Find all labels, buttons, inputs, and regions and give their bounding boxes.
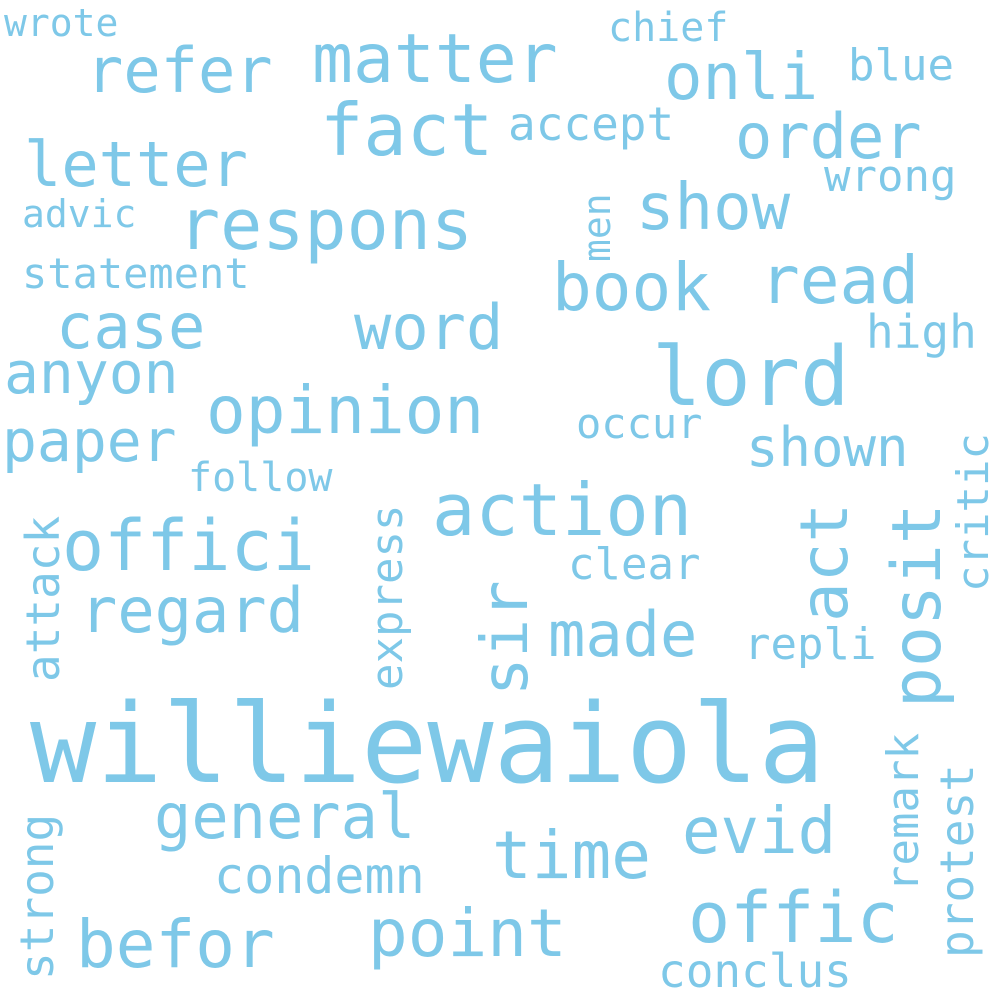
word-strong: strong: [10, 813, 64, 980]
word-remark: remark: [878, 733, 929, 892]
word-point: point: [368, 895, 567, 972]
word-occur: occur: [576, 399, 703, 448]
word-high: high: [866, 305, 977, 359]
word-word: word: [354, 291, 504, 364]
word-sir: sir: [469, 580, 543, 696]
word-case: case: [56, 290, 206, 363]
word-act: act: [786, 502, 863, 622]
word-express: express: [362, 504, 413, 690]
word-regard: regard: [80, 574, 304, 647]
word-wrote: wrote: [4, 1, 119, 45]
word-general: general: [154, 780, 416, 853]
word-anyon: anyon: [4, 339, 179, 407]
word-protest: protest: [930, 764, 984, 958]
word-blue: blue: [848, 40, 954, 91]
word-clear: clear: [568, 539, 701, 590]
word-evid: evid: [682, 795, 837, 869]
word-show: show: [636, 171, 791, 245]
word-letter: letter: [24, 128, 248, 201]
word-book: book: [552, 249, 711, 326]
word-order: order: [735, 100, 922, 173]
word-paper: paper: [2, 407, 177, 475]
word-opinion: opinion: [206, 372, 485, 449]
word-shown: shown: [746, 416, 909, 479]
word-offici: offici: [62, 505, 315, 587]
word-respons: respons: [178, 184, 474, 266]
word-attack: attack: [16, 515, 70, 682]
word-williewaiola: williewaiola: [30, 680, 825, 808]
word-statement: statement: [22, 249, 250, 298]
word-time: time: [492, 817, 651, 894]
word-chief: chief: [608, 5, 729, 51]
word-critic: critic: [948, 433, 999, 592]
word-made: made: [548, 598, 698, 671]
word-follow: follow: [188, 455, 333, 501]
word-men: men: [575, 193, 619, 262]
word-repli: repli: [744, 619, 877, 670]
word-accept: accept: [508, 97, 675, 151]
word-onli: onli: [664, 41, 819, 115]
word-read: read: [760, 242, 919, 319]
word-matter: matter: [312, 20, 558, 99]
word-lord: lord: [652, 330, 850, 425]
word-wrong: wrong: [824, 151, 957, 202]
word-advic: advic: [22, 192, 137, 236]
word-action: action: [432, 468, 693, 552]
word-conclus: conclus: [658, 944, 852, 998]
word-posit: posit: [878, 503, 957, 708]
word-befor: befor: [76, 906, 275, 983]
word-offic: offic: [688, 877, 899, 959]
word-refer: refer: [86, 34, 273, 107]
word-condemn: condemn: [214, 847, 425, 905]
word-fact: fact: [320, 88, 494, 172]
